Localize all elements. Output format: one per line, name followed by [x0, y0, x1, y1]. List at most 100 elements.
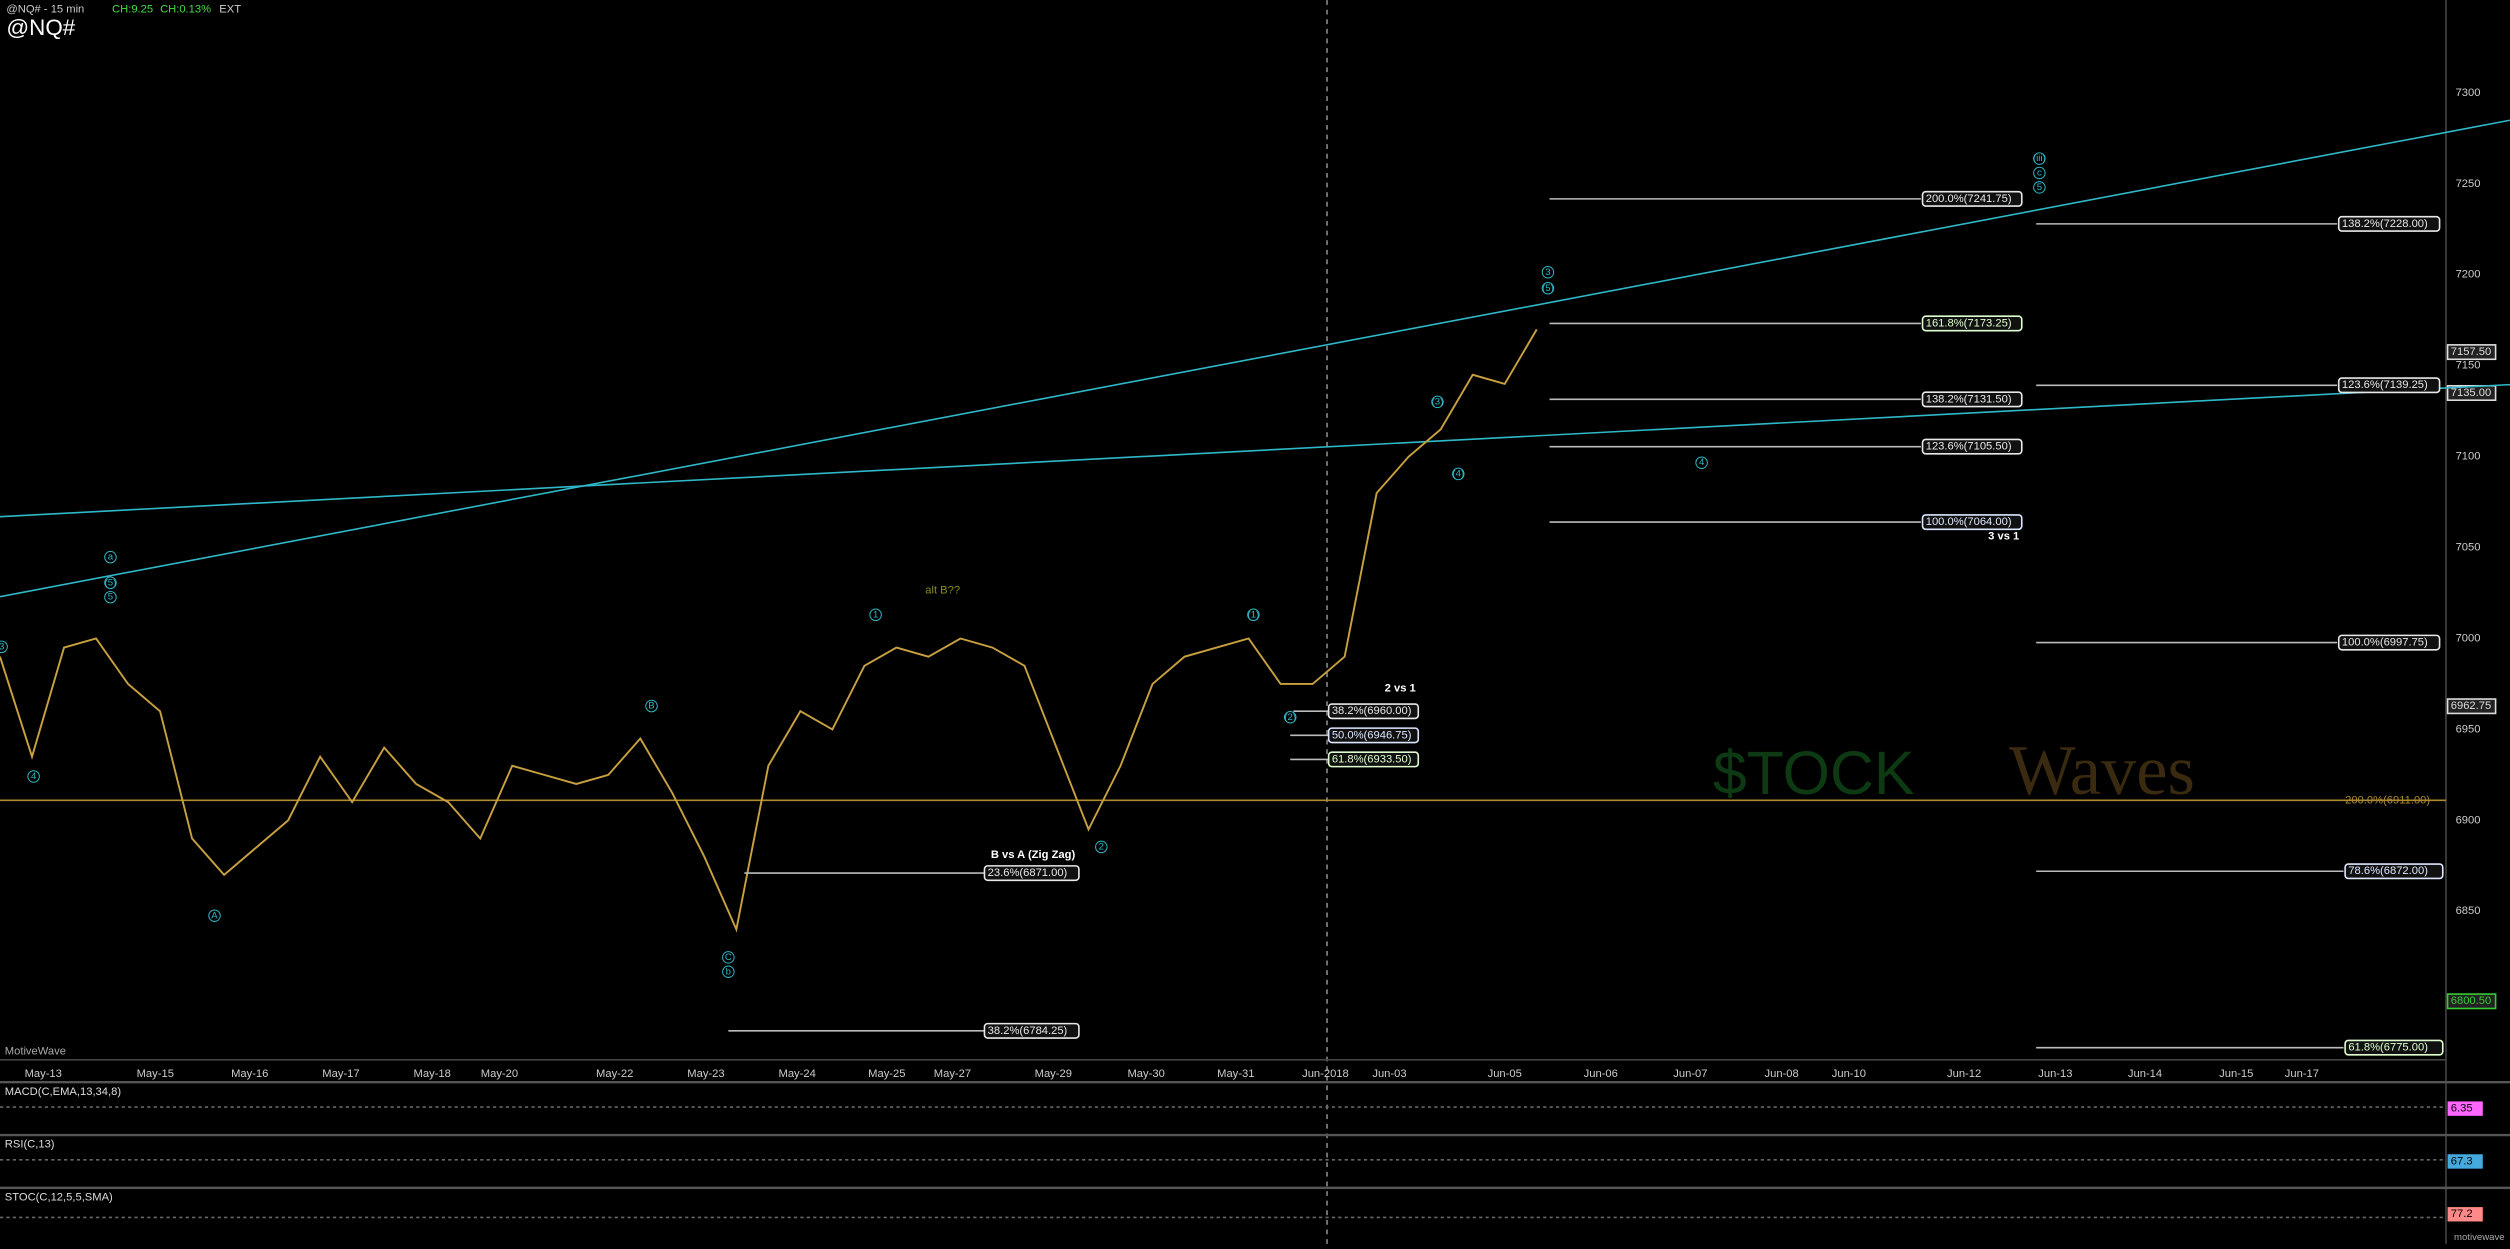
annotation: 3 vs 1 [1988, 530, 2019, 542]
indicator-name: MACD(C,EMA,13,34,8) [5, 1086, 122, 1098]
chart-title: @NQ# - 15 min [6, 4, 84, 16]
date-label: Jun-03 [1372, 1068, 1406, 1080]
fib-box [1327, 727, 1420, 744]
wave-marker [2033, 181, 2046, 194]
wave-marker [722, 965, 735, 979]
indicator-name: RSI(C,13) [5, 1139, 55, 1151]
wave-label: 4 [31, 771, 37, 782]
date-label: May-25 [868, 1068, 905, 1080]
symbol: @NQ# [6, 15, 75, 40]
price-tick-label: 7000 [2456, 632, 2481, 644]
date-label: Jun-10 [1832, 1068, 1866, 1080]
session: EXT [219, 4, 241, 16]
wave-marker [2033, 166, 2046, 180]
date-label: Jun-08 [1765, 1068, 1799, 1080]
date-label: Jun-06 [1584, 1068, 1618, 1080]
fib-box [2337, 377, 2441, 394]
wave-marker [1452, 467, 1465, 481]
fib-box [1327, 703, 1420, 720]
date-label: May-23 [687, 1068, 724, 1080]
wave-label: (iii) [2033, 153, 2046, 164]
wave-marker [208, 909, 221, 922]
date-label: May-30 [1127, 1068, 1164, 1080]
fib-label: 123.6%(7139.25) [2342, 379, 2428, 391]
fib-box [2337, 634, 2441, 651]
fib-label: 100.0%(6997.75) [2342, 637, 2428, 649]
fib-label: 161.8%(7173.25) [1926, 317, 2012, 329]
price-tick-label: 7150 [2456, 360, 2481, 372]
price-tick-label: 7300 [2456, 87, 2481, 99]
wave-marker [1431, 395, 1444, 409]
fib-box [983, 1022, 1080, 1039]
wave-marker [0, 640, 8, 654]
wave-label: a [108, 552, 114, 563]
date-label: May-20 [481, 1068, 518, 1080]
date-label: Jun-15 [2219, 1068, 2253, 1080]
wave-marker [1095, 840, 1108, 854]
date-label: May-18 [414, 1068, 451, 1080]
fib-label: 78.6%(6872.00) [2348, 865, 2428, 877]
date-label: Jun-2018 [1302, 1068, 1349, 1080]
price-marker-label: 7135.00 [2451, 387, 2491, 399]
wave-marker [104, 576, 117, 590]
wave-label: 5 [2037, 182, 2042, 193]
fib-box [1921, 438, 2023, 455]
fib-label: 138.2%(7131.50) [1926, 393, 2012, 405]
fib-box [1921, 315, 2023, 332]
date-label: Jun-05 [1488, 1068, 1522, 1080]
date-label: May-27 [934, 1068, 971, 1080]
fib-box [983, 865, 1080, 882]
annotation: 2 vs 1 [1385, 682, 1416, 694]
date-label: Jun-07 [1673, 1068, 1707, 1080]
date-label: Jun-13 [2038, 1068, 2072, 1080]
wave-label: (5) [105, 577, 117, 588]
change: CH:9.25 [112, 4, 153, 16]
fib-label: 200.0%(6911.00) [2345, 794, 2430, 806]
wave-label: (4) [1452, 468, 1464, 479]
wave-label: c [2037, 168, 2042, 179]
indicator-value: 77.2 [2451, 1208, 2473, 1220]
fib-box [2344, 1039, 2444, 1056]
fib-label: 200.0%(7241.75) [1926, 193, 2012, 205]
price-marker-label: 6962.75 [2451, 700, 2491, 712]
wave-label: 3 [0, 641, 4, 652]
trendline [0, 383, 2510, 518]
price-tick-label: 7200 [2456, 269, 2481, 281]
wave-marker [2033, 152, 2046, 165]
indicator-name: STOC(C,12,5,5,SMA) [5, 1191, 113, 1203]
wave-marker [645, 699, 658, 713]
brand: MotiveWave [5, 1046, 66, 1058]
date-label: May-29 [1035, 1068, 1072, 1080]
date-label: Jun-12 [1947, 1068, 1981, 1080]
fib-label: 50.0%(6946.75) [1332, 729, 1412, 741]
fib-box [1921, 514, 2023, 531]
indicator-value: 6.35 [2451, 1103, 2473, 1115]
wave-marker [1695, 456, 1708, 469]
date-label: Jun-17 [2285, 1068, 2319, 1080]
date-label: May-13 [25, 1068, 62, 1080]
price-tick-label: 6900 [2456, 814, 2481, 826]
fib-box [1327, 751, 1420, 768]
wave-marker [1283, 711, 1297, 724]
watermark: $TOCK [1713, 739, 1915, 807]
fib-box [1921, 391, 2023, 408]
date-label: May-17 [322, 1068, 359, 1080]
wave-label: 2 [1099, 841, 1104, 852]
wave-marker [722, 951, 735, 964]
indicator-value: 67.3 [2451, 1155, 2473, 1167]
fib-label: 123.6%(7105.50) [1926, 441, 2012, 453]
wave-label: A [211, 910, 218, 921]
wave-marker [1541, 265, 1555, 279]
wave-label: (3) [1432, 396, 1444, 407]
brand: motivewave [2454, 1232, 2505, 1243]
date-label: May-15 [137, 1068, 174, 1080]
fib-label: 23.6%(6871.00) [988, 867, 1068, 879]
indicator-value-box [2447, 1101, 2483, 1116]
price-marker-label: 7157.50 [2451, 346, 2491, 358]
wave-marker [104, 550, 117, 564]
price-marker-label: 6800.50 [2451, 995, 2491, 1007]
price-tick-label: 6950 [2456, 723, 2481, 735]
fib-label: 100.0%(7064.00) [1926, 516, 2012, 528]
